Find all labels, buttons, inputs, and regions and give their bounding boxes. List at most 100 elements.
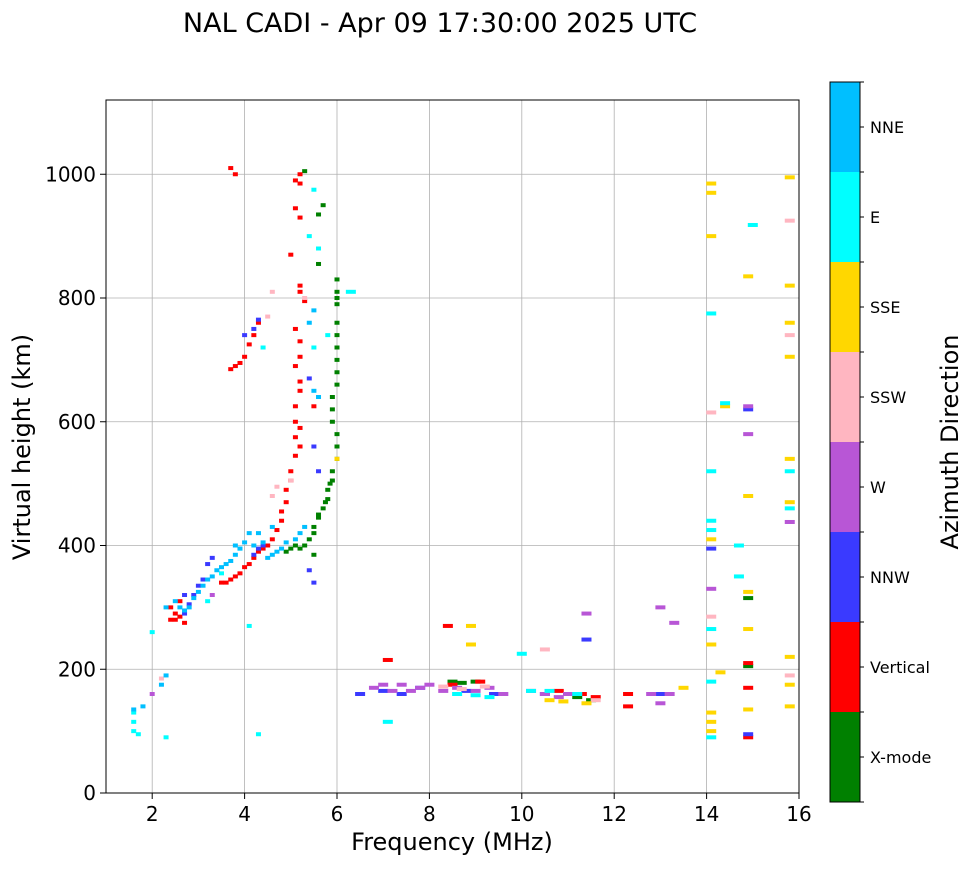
data-point [265, 314, 271, 319]
data-point [329, 469, 335, 474]
data-point [283, 540, 289, 545]
data-point [733, 543, 744, 548]
plot-frame [105, 99, 800, 794]
data-point [334, 302, 340, 307]
data-point [452, 692, 463, 696]
data-point [214, 568, 220, 573]
data-point [228, 367, 234, 372]
data-point [311, 531, 317, 536]
data-point [442, 623, 453, 628]
data-point [706, 311, 717, 316]
data-point [382, 719, 393, 724]
data-point [131, 710, 137, 715]
data-point [334, 382, 340, 387]
data-point [784, 704, 795, 709]
data-point [200, 577, 206, 582]
data-point [168, 605, 174, 610]
data-point [182, 593, 188, 597]
data-point [223, 562, 229, 567]
data-point [140, 704, 146, 709]
series-ssw [158, 218, 795, 703]
colorbar-tick-label: W [870, 478, 886, 497]
data-point [191, 593, 197, 597]
colorbar: X-mode Vertical NNW W SSW SSE E NNE [829, 81, 931, 803]
data-point [297, 172, 303, 177]
data-point [306, 320, 312, 325]
data-point [572, 692, 583, 696]
data-point [186, 602, 192, 607]
data-point [246, 342, 252, 347]
data-point [396, 692, 407, 696]
data-point [334, 333, 340, 338]
data-point [158, 682, 164, 687]
data-point [526, 688, 537, 693]
data-point [706, 546, 717, 551]
data-point [195, 589, 201, 594]
data-point [706, 710, 717, 715]
colorbar-tick-label: NNW [870, 568, 910, 587]
data-point [255, 549, 261, 554]
data-point [706, 181, 717, 186]
data-point [283, 549, 289, 554]
data-point [553, 688, 564, 693]
data-point [378, 688, 389, 693]
data-point [283, 487, 289, 492]
data-point [279, 546, 285, 551]
data-point [322, 500, 328, 505]
data-point [177, 614, 183, 619]
data-point [743, 589, 754, 594]
data-point [228, 558, 234, 563]
data-point [260, 543, 266, 548]
data-points [131, 166, 795, 740]
colorbar-segment [830, 172, 860, 262]
data-point [292, 543, 298, 548]
data-point [297, 283, 303, 288]
data-point [590, 698, 601, 703]
data-point [288, 469, 294, 474]
data-point [784, 682, 795, 687]
data-point [246, 531, 252, 536]
data-point [228, 577, 234, 582]
series-x-mode [283, 169, 754, 703]
data-point [274, 484, 280, 489]
data-point [306, 234, 312, 239]
data-point [311, 404, 317, 409]
colorbar-segment [830, 352, 860, 442]
data-point [292, 419, 298, 424]
data-point [784, 218, 795, 223]
data-point [669, 620, 680, 625]
data-point [743, 274, 754, 279]
data-point [186, 605, 192, 610]
data-point [297, 181, 303, 186]
data-point [246, 623, 252, 628]
data-point [302, 296, 308, 300]
data-point [316, 395, 322, 399]
data-point [182, 608, 188, 613]
data-point [706, 719, 717, 724]
data-point [200, 583, 206, 588]
y-axis-ticks: 0 200 400 600 800 1000 [45, 162, 106, 805]
data-point [182, 611, 188, 616]
data-point [255, 531, 261, 536]
data-point [228, 166, 234, 171]
colorbar-frame [829, 81, 861, 803]
data-point [297, 546, 303, 551]
data-point [396, 682, 407, 687]
data-point [706, 234, 717, 239]
data-point [297, 215, 303, 220]
data-point [232, 543, 238, 548]
data-point [743, 664, 754, 669]
data-point [292, 435, 298, 440]
data-point [623, 692, 634, 696]
colorbar-tick-label: NNE [870, 118, 904, 137]
data-point [572, 695, 583, 700]
data-point [242, 540, 248, 545]
data-point [172, 611, 178, 616]
data-point [355, 692, 366, 696]
data-point [311, 580, 317, 585]
data-point [329, 419, 335, 424]
series-w [149, 404, 795, 706]
data-point [743, 404, 754, 409]
data-point [470, 688, 481, 693]
